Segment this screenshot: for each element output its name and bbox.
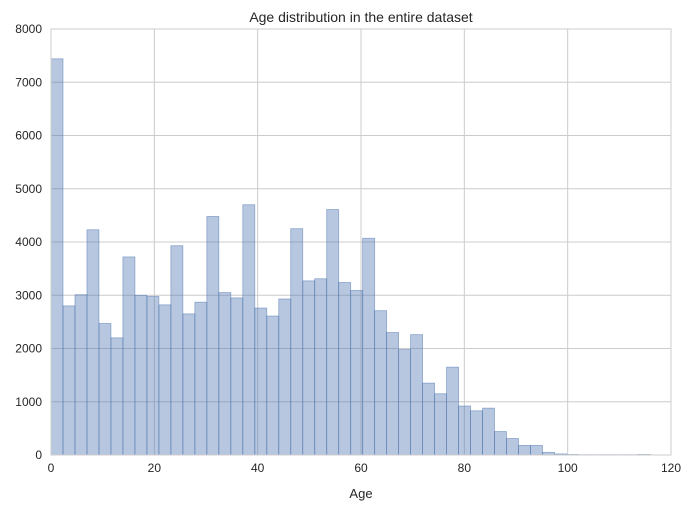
histogram-bar — [278, 298, 292, 456]
histogram-bar — [290, 228, 304, 456]
histogram-bar — [374, 310, 388, 456]
histogram-bar — [242, 204, 256, 456]
y-tick-label: 5000 — [15, 182, 42, 196]
histogram-bar — [134, 294, 148, 456]
histogram-bar — [518, 445, 531, 456]
histogram-bar — [122, 256, 136, 456]
histogram-bar — [362, 237, 376, 456]
histogram-bar — [266, 315, 280, 456]
x-tick-label: 120 — [661, 461, 681, 475]
histogram-bar — [530, 445, 543, 456]
histogram-bar — [434, 393, 447, 456]
y-tick-label: 7000 — [15, 75, 42, 89]
x-tick-labels: 0 20 40 60 80 100 120 — [48, 461, 682, 475]
plot-frame — [50, 28, 672, 456]
y-tick-label: 1000 — [15, 395, 42, 409]
y-tick-label: 8000 — [15, 22, 42, 36]
y-tick-label: 6000 — [15, 129, 42, 143]
x-tick-label: 0 — [48, 461, 55, 475]
histogram-bar — [422, 382, 435, 456]
histogram-bar — [446, 366, 459, 456]
histogram-bar — [386, 332, 400, 456]
histogram-bar — [470, 410, 483, 456]
histogram-bar — [62, 305, 76, 456]
y-tick-label: 4000 — [15, 235, 42, 249]
histogram-bar — [350, 290, 364, 456]
histogram-bar — [254, 307, 268, 456]
histogram-bar — [182, 313, 196, 456]
histogram-bar — [230, 297, 244, 456]
histogram-bar — [206, 216, 220, 456]
histogram-bar — [146, 295, 160, 456]
histogram-bar — [110, 337, 124, 456]
histogram-bar — [98, 323, 112, 456]
x-tick-label: 80 — [458, 461, 472, 475]
histogram-bar — [338, 282, 352, 456]
histogram-bar — [86, 229, 100, 456]
x-tick-label: 40 — [251, 461, 265, 475]
histogram-bar — [482, 407, 495, 456]
y-tick-labels: 0 1000 2000 3000 4000 5000 6000 7000 8000 — [15, 22, 42, 462]
histogram-bar — [314, 278, 328, 456]
histogram-bar — [50, 58, 64, 456]
histogram-bar — [170, 245, 184, 456]
y-tick-label: 2000 — [15, 342, 42, 356]
histogram-bar — [506, 438, 519, 456]
y-tick-label: 3000 — [15, 288, 42, 302]
histogram-bar — [398, 349, 412, 456]
x-axis-label: Age — [349, 486, 372, 501]
histogram-bar — [326, 209, 340, 456]
histogram-bar — [458, 405, 471, 456]
histogram-bar — [194, 301, 208, 456]
histogram-bar — [218, 292, 232, 456]
histogram-bar — [158, 304, 172, 456]
y-tick-label: 0 — [35, 448, 42, 462]
histogram-bar — [74, 294, 88, 456]
x-tick-label: 60 — [354, 461, 368, 475]
bars — [50, 58, 651, 456]
x-tick-label: 100 — [558, 461, 578, 475]
histogram-bar — [494, 431, 507, 456]
x-tick-label: 20 — [148, 461, 162, 475]
chart-title: Age distribution in the entire dataset — [249, 9, 472, 25]
histogram-bar — [302, 280, 316, 456]
histogram-bar — [410, 334, 423, 456]
